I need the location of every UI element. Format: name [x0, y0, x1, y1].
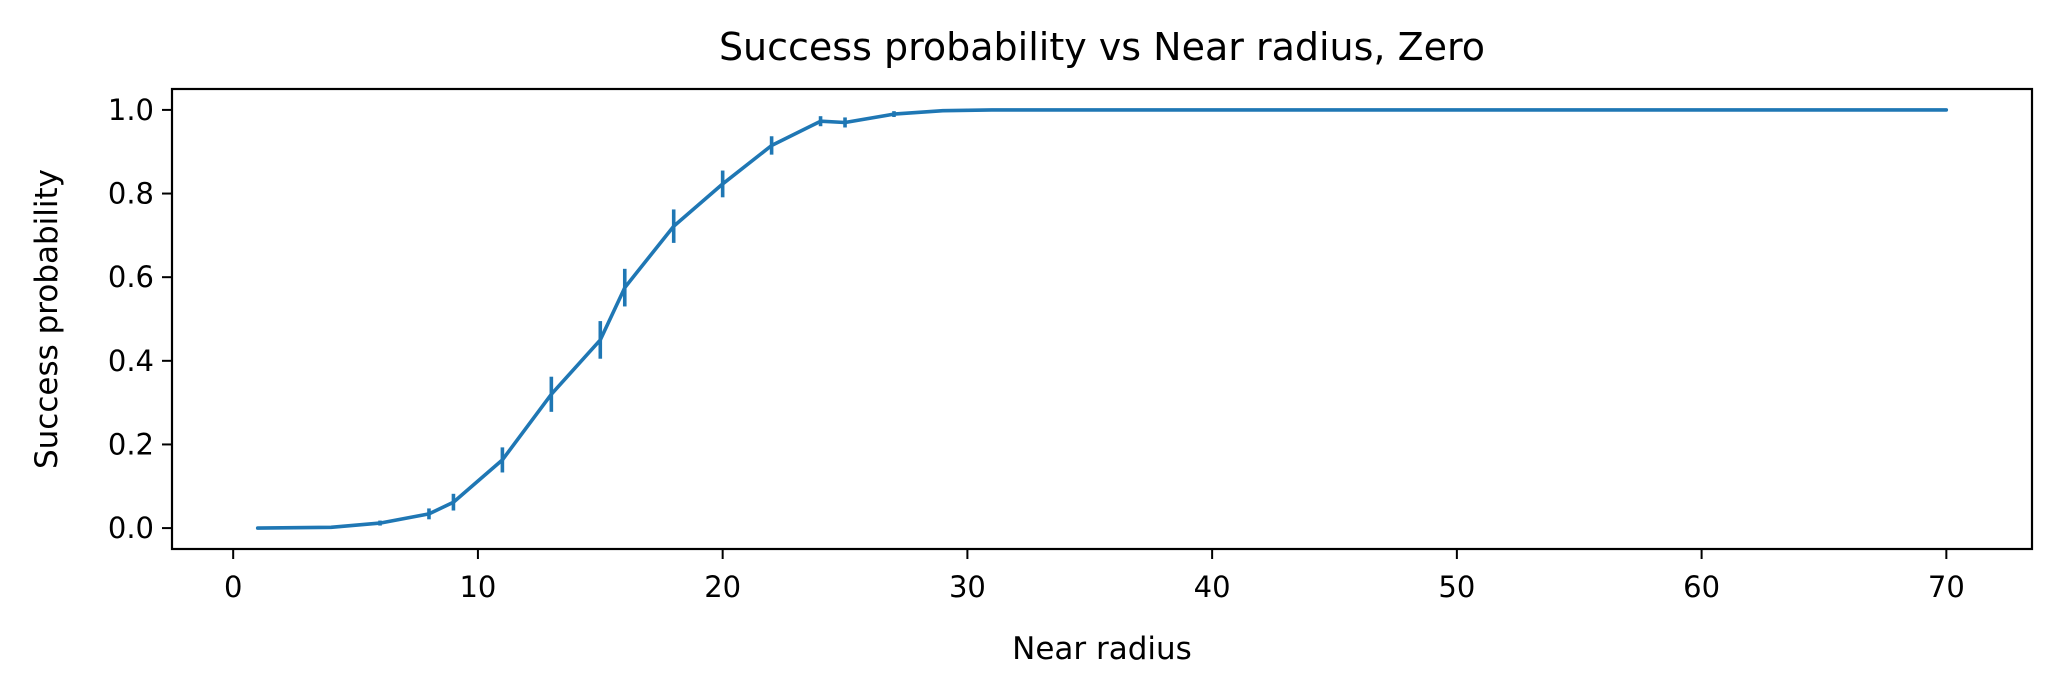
y-tick-label: 0.0	[108, 511, 154, 545]
y-tick-label: 0.4	[108, 344, 154, 378]
y-tick-label: 1.0	[108, 93, 154, 127]
plot-area	[170, 87, 2034, 551]
x-tick-label: 70	[1928, 570, 1965, 604]
x-axis: 0 10 20 30 40 50 60 70	[224, 549, 1965, 604]
x-axis-label: Near radius	[1012, 631, 1192, 667]
series-line	[255, 108, 1949, 530]
x-tick-label: 50	[1438, 570, 1475, 604]
chart-title: Success probability vs Near radius, Zero	[719, 25, 1485, 69]
x-tick-label: 60	[1683, 570, 1720, 604]
x-tick-label: 0	[224, 570, 242, 604]
y-tick-label: 0.8	[108, 177, 154, 211]
y-tick-label: 0.2	[108, 427, 154, 461]
x-tick-label: 30	[949, 570, 986, 604]
x-tick-label: 20	[704, 570, 741, 604]
y-axis-label: Success probability	[29, 169, 65, 469]
series-layer	[255, 108, 1949, 530]
y-axis: 0.0 0.2 0.4 0.6 0.8 1.0	[108, 93, 172, 545]
y-tick-label: 0.6	[108, 260, 154, 294]
x-tick-label: 10	[459, 570, 496, 604]
x-tick-label: 40	[1194, 570, 1231, 604]
